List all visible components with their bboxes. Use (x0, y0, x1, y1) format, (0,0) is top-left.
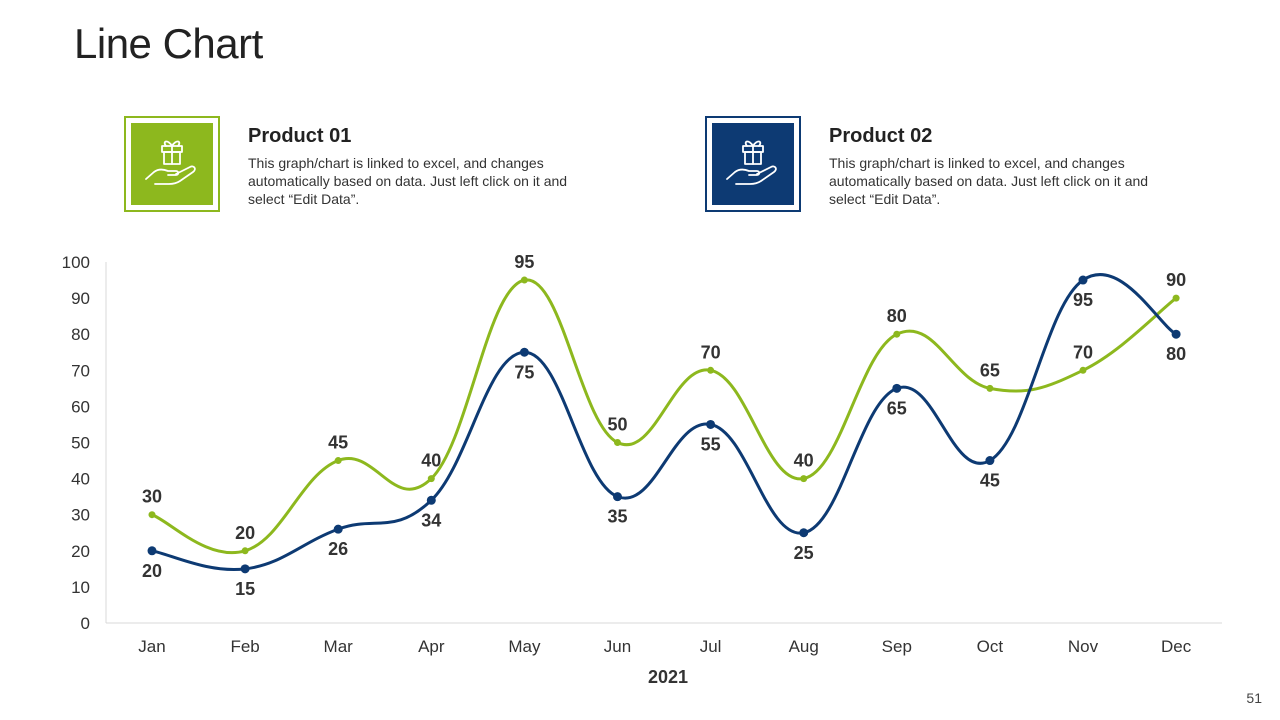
data-label: 75 (514, 362, 534, 382)
data-point (148, 511, 156, 519)
x-tick-label: Aug (789, 637, 819, 656)
y-tick-label: 20 (71, 542, 90, 561)
data-point (241, 547, 249, 555)
data-point (986, 384, 994, 392)
data-point (427, 475, 435, 483)
data-label: 34 (421, 510, 441, 530)
y-tick-label: 70 (71, 361, 90, 380)
data-point (520, 276, 528, 284)
x-tick-label: Feb (230, 637, 259, 656)
y-tick-label: 40 (71, 470, 90, 489)
data-point (893, 330, 901, 338)
x-tick-label: Dec (1161, 637, 1192, 656)
chart-data-labels: 30 20 45 40 95 50 70 40 80 65 70 90 20 15 26 34 75 35 55 25… (142, 252, 1186, 599)
y-tick-label: 10 (71, 578, 90, 597)
data-label: 45 (328, 433, 348, 453)
data-point (1172, 294, 1180, 302)
data-label: 26 (328, 539, 348, 559)
data-label: 15 (235, 579, 255, 599)
x-tick-label: Jul (700, 637, 722, 656)
data-point (334, 457, 342, 465)
data-label: 20 (142, 561, 162, 581)
data-point (147, 546, 157, 556)
data-point (426, 495, 436, 505)
icon-frame (705, 116, 801, 212)
data-label: 90 (1166, 270, 1186, 290)
data-point (707, 366, 715, 374)
data-point (985, 456, 995, 466)
x-tick-label: Jun (604, 637, 631, 656)
y-tick-label: 50 (71, 434, 90, 453)
data-label: 25 (794, 543, 814, 563)
legend-description: This graph/chart is linked to excel, and… (829, 155, 1149, 207)
y-tick-label: 60 (71, 397, 90, 416)
page-title: Line Chart (74, 20, 263, 67)
data-point (613, 492, 622, 502)
icon-tile (712, 123, 794, 205)
y-tick-label: 0 (81, 614, 90, 633)
chart-series (147, 273, 1181, 574)
legend-title: Product 02 (829, 125, 933, 147)
series-line-product-01 (150, 278, 1178, 555)
y-tick-label: 30 (71, 506, 90, 525)
data-point (333, 524, 343, 534)
data-label: 80 (887, 306, 907, 326)
data-label: 65 (887, 398, 907, 418)
icon-frame (124, 116, 220, 212)
data-label: 40 (421, 451, 441, 471)
page-number: 51 (1246, 690, 1262, 706)
y-tick-label: 80 (71, 325, 90, 344)
data-label: 70 (701, 342, 721, 362)
x-tick-label: May (508, 637, 541, 656)
data-label: 30 (142, 487, 162, 507)
data-label: 80 (1166, 344, 1186, 364)
data-label: 55 (701, 434, 721, 454)
data-point (799, 528, 809, 538)
data-label: 40 (794, 451, 814, 471)
x-tick-label: Sep (882, 637, 912, 656)
x-tick-label: Mar (324, 637, 354, 656)
x-axis-title: 2021 (648, 667, 688, 687)
data-point (1171, 329, 1181, 339)
data-label: 35 (607, 507, 627, 527)
data-point (519, 347, 529, 357)
data-label: 70 (1073, 342, 1093, 362)
chart-axes: 0 10 20 30 40 50 60 70 80 90 100 Jan Feb Mar Apr May Jun… (62, 253, 1222, 687)
data-label: 95 (514, 252, 534, 272)
data-label: 95 (1073, 290, 1093, 310)
data-point (614, 439, 621, 446)
data-point (1079, 366, 1087, 374)
legend-title: Product 01 (248, 125, 352, 147)
legend-description: This graph/chart is linked to excel, and… (248, 155, 568, 207)
x-tick-label: Apr (418, 637, 445, 656)
data-point (892, 383, 902, 393)
data-point (706, 419, 716, 429)
data-label: 50 (607, 415, 627, 435)
x-tick-label: Nov (1068, 637, 1099, 656)
y-tick-label: 90 (71, 289, 90, 308)
x-tick-label: Oct (977, 637, 1004, 656)
data-label: 65 (980, 360, 1000, 380)
data-point (800, 475, 808, 483)
y-tick-label: 100 (62, 253, 90, 272)
series-line-product-02 (150, 273, 1178, 572)
data-point (240, 564, 250, 574)
data-point (1078, 275, 1088, 285)
icon-tile (131, 123, 213, 205)
data-label: 45 (980, 471, 1000, 491)
data-label: 20 (235, 523, 255, 543)
gift-in-hand-icon (145, 140, 196, 185)
gift-in-hand-icon (726, 140, 777, 185)
x-tick-label: Jan (138, 637, 165, 656)
